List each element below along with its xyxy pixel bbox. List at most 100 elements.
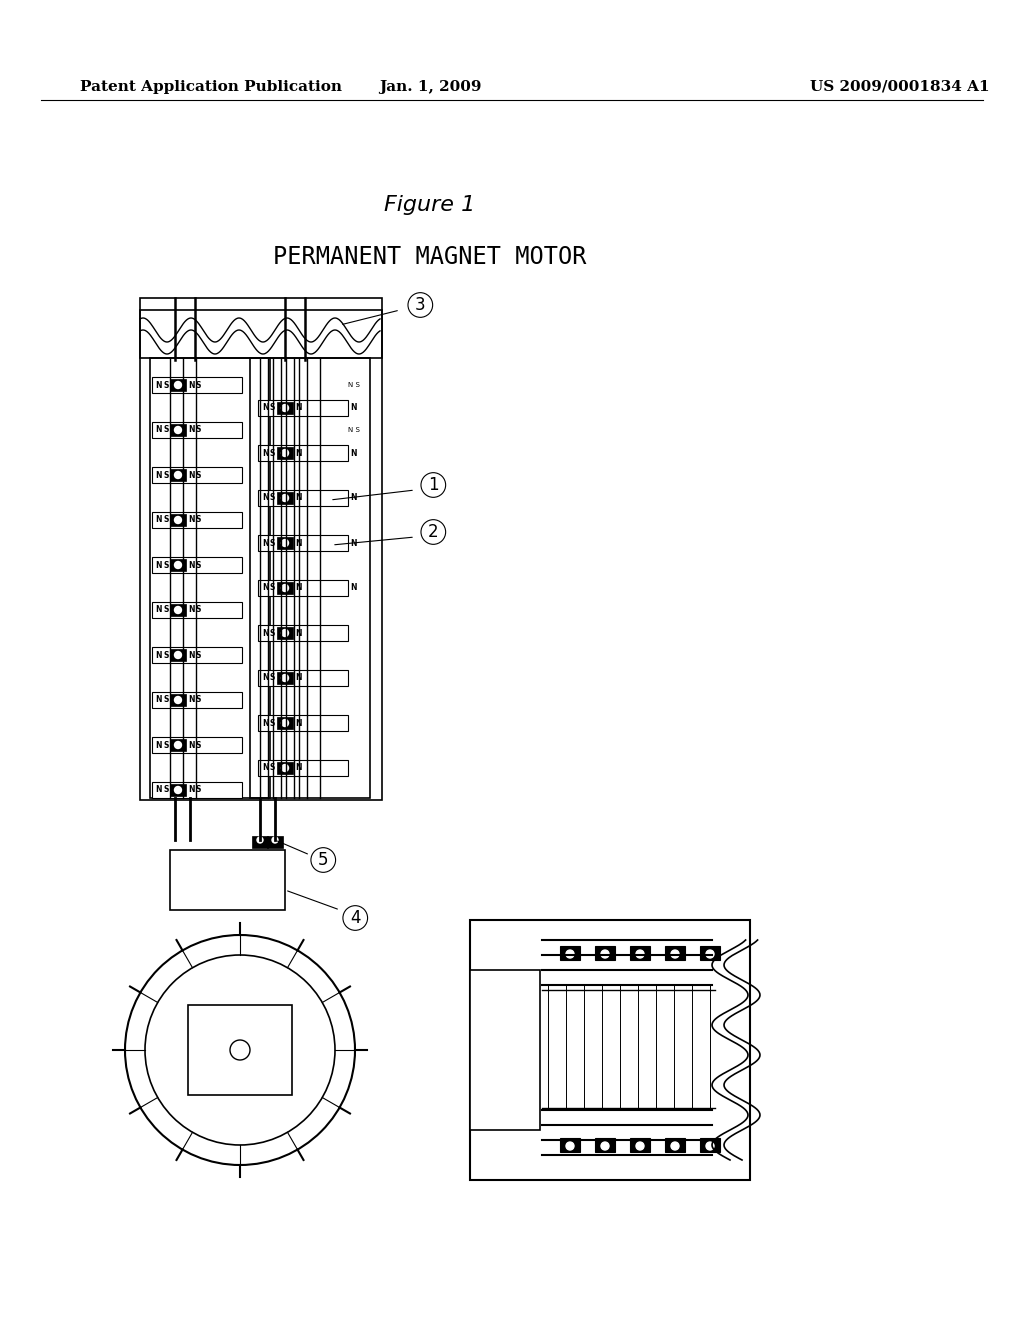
Circle shape xyxy=(257,837,263,843)
Text: N: N xyxy=(188,561,195,569)
Text: S: S xyxy=(163,561,168,569)
Bar xyxy=(170,558,186,572)
Bar xyxy=(170,850,285,909)
Circle shape xyxy=(145,954,335,1144)
Bar xyxy=(152,557,242,573)
Text: N: N xyxy=(350,539,356,548)
Bar xyxy=(152,512,242,528)
Bar xyxy=(170,379,186,391)
Text: S: S xyxy=(270,763,275,772)
Bar xyxy=(258,715,348,731)
Text: N: N xyxy=(155,651,162,660)
Circle shape xyxy=(282,585,289,591)
Text: N: N xyxy=(262,718,268,727)
Text: 3: 3 xyxy=(415,296,426,314)
Text: N: N xyxy=(295,494,301,503)
Bar xyxy=(250,358,370,799)
Text: N: N xyxy=(350,449,356,458)
Text: N: N xyxy=(188,516,195,524)
Bar xyxy=(278,447,293,459)
Bar xyxy=(258,535,348,550)
Bar xyxy=(470,970,540,1130)
Circle shape xyxy=(174,697,181,704)
Bar xyxy=(267,836,283,847)
Text: 1: 1 xyxy=(428,477,438,494)
Bar xyxy=(152,602,242,618)
Text: N: N xyxy=(188,741,195,750)
Circle shape xyxy=(282,764,289,771)
Bar xyxy=(258,760,348,776)
Text: S: S xyxy=(270,494,275,503)
Bar xyxy=(278,762,293,774)
Bar xyxy=(152,467,242,483)
Text: S: S xyxy=(270,539,275,548)
Bar xyxy=(170,784,186,796)
Text: S: S xyxy=(196,516,202,524)
Text: N: N xyxy=(350,404,356,412)
Text: N: N xyxy=(262,763,268,772)
Bar xyxy=(278,717,293,729)
Text: S: S xyxy=(196,785,202,795)
Text: S: S xyxy=(163,380,168,389)
Text: N: N xyxy=(295,404,301,412)
Text: N: N xyxy=(155,696,162,705)
Text: S: S xyxy=(196,741,202,750)
Circle shape xyxy=(174,381,181,388)
Bar xyxy=(152,781,242,799)
Bar xyxy=(152,378,242,393)
Bar xyxy=(170,424,186,436)
Bar xyxy=(170,605,186,616)
Text: S: S xyxy=(270,583,275,593)
Text: S: S xyxy=(196,606,202,615)
Text: S: S xyxy=(163,741,168,750)
Text: S: S xyxy=(163,696,168,705)
Text: S: S xyxy=(163,470,168,479)
Circle shape xyxy=(174,426,181,433)
Text: Figure 1: Figure 1 xyxy=(384,195,475,215)
Text: 4: 4 xyxy=(350,909,360,927)
Text: N: N xyxy=(295,539,301,548)
Text: N: N xyxy=(262,449,268,458)
Text: S: S xyxy=(270,718,275,727)
Circle shape xyxy=(174,606,181,614)
Text: S: S xyxy=(163,785,168,795)
Text: 2: 2 xyxy=(428,523,438,541)
Text: N: N xyxy=(188,425,195,434)
Bar xyxy=(258,445,348,461)
Bar xyxy=(252,836,268,847)
Text: PERMANENT MAGNET MOTOR: PERMANENT MAGNET MOTOR xyxy=(273,246,587,269)
Bar xyxy=(630,946,650,960)
Bar xyxy=(140,298,382,358)
Bar xyxy=(152,692,242,708)
Text: S: S xyxy=(270,449,275,458)
Text: N: N xyxy=(188,651,195,660)
Circle shape xyxy=(566,1142,574,1150)
Text: S: S xyxy=(196,425,202,434)
Circle shape xyxy=(636,950,644,958)
Text: US 2009/0001834 A1: US 2009/0001834 A1 xyxy=(810,81,990,94)
Bar xyxy=(170,694,186,706)
Text: N: N xyxy=(295,673,301,682)
Circle shape xyxy=(174,561,181,569)
Bar xyxy=(170,513,186,525)
Text: N: N xyxy=(155,380,162,389)
Text: S: S xyxy=(196,561,202,569)
Text: N: N xyxy=(155,741,162,750)
Text: S: S xyxy=(196,696,202,705)
Text: N: N xyxy=(155,561,162,569)
Text: S: S xyxy=(270,628,275,638)
Text: N: N xyxy=(262,494,268,503)
Bar xyxy=(258,624,348,642)
Circle shape xyxy=(125,935,355,1166)
Text: N: N xyxy=(155,425,162,434)
Bar xyxy=(278,582,293,594)
Text: N: N xyxy=(155,606,162,615)
Bar xyxy=(470,920,750,1180)
Circle shape xyxy=(282,450,289,457)
Text: S: S xyxy=(270,673,275,682)
Text: N: N xyxy=(155,785,162,795)
Circle shape xyxy=(174,516,181,524)
Circle shape xyxy=(282,540,289,546)
Text: S: S xyxy=(163,516,168,524)
Text: N: N xyxy=(262,583,268,593)
